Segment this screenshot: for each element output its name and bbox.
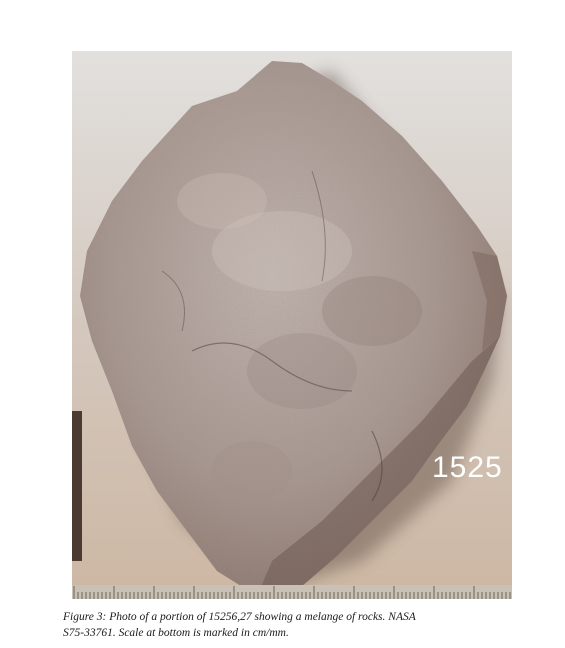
rock-photo: 1525 [72, 51, 512, 599]
rock-sample [80, 61, 507, 596]
rock-photo-image [72, 51, 512, 599]
figure-caption: Figure 3: Photo of a portion of 15256,27… [63, 611, 416, 639]
left-edge-shadow [72, 411, 82, 561]
sample-number-label: 1525 [432, 451, 503, 484]
scale-bar [72, 585, 512, 599]
